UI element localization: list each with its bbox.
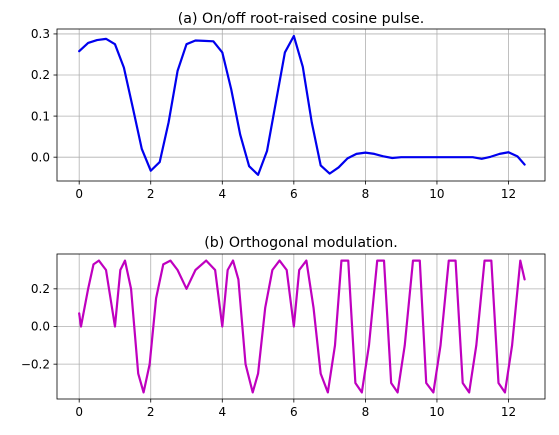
plot-frame (56, 28, 546, 182)
y-tick-label: 0.0 (31, 320, 50, 334)
x-tick-label: 2 (147, 405, 155, 419)
y-tick-label: −0.2 (21, 357, 50, 371)
x-tick-label: 12 (501, 187, 516, 201)
plot-area (57, 29, 545, 181)
y-tick-label: 0.0 (31, 150, 50, 164)
chart-on-off-rrc-pulse: 0 2 4 6 8 10 12 0.0 0.1 0.2 0.3 (a) On/off root-rai… (31, 11, 546, 201)
chart-orthogonal-modulation: 0 2 4 6 8 10 12 −0.2 0.0 0.2 (b) Orthogonal modula… (21, 235, 546, 419)
x-tick-label: 4 (218, 405, 226, 419)
x-tick-label: 10 (429, 187, 444, 201)
x-tick-label: 0 (75, 187, 83, 201)
series-line (78, 259, 526, 394)
series-line (78, 34, 526, 176)
x-tick-label: 2 (147, 187, 155, 201)
x-tick-label: 6 (290, 187, 298, 201)
x-tick-label: 10 (429, 405, 444, 419)
x-tick-label: 4 (218, 187, 226, 201)
chart-title: (b) Orthogonal modulation. (204, 235, 397, 251)
x-tick-label: 8 (362, 187, 370, 201)
x-tick-label: 8 (362, 405, 370, 419)
y-tick-label: 0.3 (31, 27, 50, 41)
x-tick-label: 0 (75, 405, 83, 419)
x-tick-label: 12 (501, 405, 516, 419)
y-tick-label: 0.1 (31, 109, 50, 123)
x-tick-label: 6 (290, 405, 298, 419)
y-tick-label: 0.2 (31, 68, 50, 82)
y-tick-label: 0.2 (31, 282, 50, 296)
chart-title: (a) On/off root-raised cosine pulse. (178, 11, 424, 27)
